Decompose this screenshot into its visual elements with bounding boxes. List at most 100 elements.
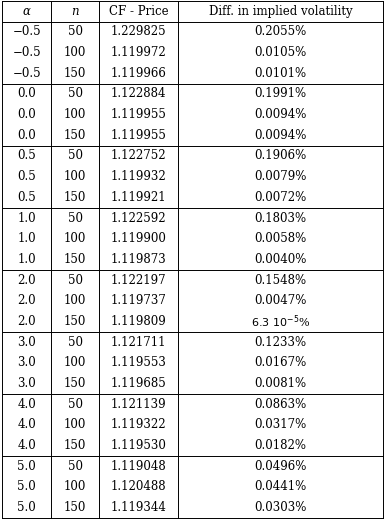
Text: 150: 150 [64,129,87,142]
Text: 50: 50 [68,212,83,225]
Text: 150: 150 [64,501,87,514]
Text: 0.0863%: 0.0863% [254,398,306,411]
Text: 3.0: 3.0 [17,377,36,390]
Text: 1.122592: 1.122592 [111,212,166,225]
Text: 1.119048: 1.119048 [111,460,166,473]
Text: 0.0105%: 0.0105% [254,46,306,59]
Text: 1.119685: 1.119685 [111,377,166,390]
Text: 1.122197: 1.122197 [111,274,166,286]
Text: 100: 100 [64,357,87,370]
Text: 50: 50 [68,398,83,411]
Text: 1.119344: 1.119344 [110,501,167,514]
Text: 150: 150 [64,439,87,452]
Text: 0.1803%: 0.1803% [254,212,306,225]
Text: −0.5: −0.5 [12,25,41,38]
Text: CF - Price: CF - Price [109,5,168,18]
Text: 1.119873: 1.119873 [111,253,166,266]
Text: 100: 100 [64,232,87,245]
Text: 1.119932: 1.119932 [111,170,166,183]
Text: 150: 150 [64,191,87,204]
Text: 0.0040%: 0.0040% [254,253,307,266]
Text: 5.0: 5.0 [17,460,36,473]
Text: 1.121711: 1.121711 [111,336,166,349]
Text: 0.0167%: 0.0167% [254,357,306,370]
Text: 0.0182%: 0.0182% [254,439,306,452]
Text: 0.1548%: 0.1548% [254,274,306,286]
Text: 0.0317%: 0.0317% [254,418,306,431]
Text: 0.1906%: 0.1906% [254,149,306,162]
Text: 1.120488: 1.120488 [111,481,166,494]
Text: α: α [23,5,30,18]
Text: 0.5: 0.5 [17,191,36,204]
Text: 50: 50 [68,460,83,473]
Text: $6.3\ 10^{-5}$%: $6.3\ 10^{-5}$% [251,313,310,330]
Text: 150: 150 [64,67,87,80]
Text: 100: 100 [64,294,87,307]
Text: 1.119972: 1.119972 [111,46,166,59]
Text: 5.0: 5.0 [17,481,36,494]
Text: 100: 100 [64,170,87,183]
Text: 0.0: 0.0 [17,108,36,121]
Text: 150: 150 [64,377,87,390]
Text: 0.0496%: 0.0496% [254,460,307,473]
Text: 0.0: 0.0 [17,129,36,142]
Text: 0.0081%: 0.0081% [254,377,306,390]
Text: 1.0: 1.0 [17,232,36,245]
Text: 0.0303%: 0.0303% [254,501,307,514]
Text: 2.0: 2.0 [17,294,36,307]
Text: 100: 100 [64,108,87,121]
Text: 0.0058%: 0.0058% [254,232,306,245]
Text: 1.119900: 1.119900 [110,232,167,245]
Text: −0.5: −0.5 [12,67,41,80]
Text: 1.122884: 1.122884 [111,87,166,101]
Text: 0.0441%: 0.0441% [254,481,306,494]
Text: 1.122752: 1.122752 [111,149,166,162]
Text: 50: 50 [68,25,83,38]
Text: −0.5: −0.5 [12,46,41,59]
Text: 150: 150 [64,253,87,266]
Text: 0.0072%: 0.0072% [254,191,306,204]
Text: 2.0: 2.0 [17,315,36,328]
Text: 2.0: 2.0 [17,274,36,286]
Text: 0.1991%: 0.1991% [254,87,306,101]
Text: 0.5: 0.5 [17,149,36,162]
Text: 4.0: 4.0 [17,398,36,411]
Text: 100: 100 [64,418,87,431]
Text: 1.229825: 1.229825 [111,25,166,38]
Text: 1.119322: 1.119322 [111,418,166,431]
Text: Diff. in implied volatility: Diff. in implied volatility [209,5,352,18]
Text: 50: 50 [68,274,83,286]
Text: 1.119966: 1.119966 [110,67,167,80]
Text: 1.119955: 1.119955 [110,108,167,121]
Text: 0.2055%: 0.2055% [254,25,306,38]
Text: 50: 50 [68,149,83,162]
Text: 1.119553: 1.119553 [110,357,167,370]
Text: 100: 100 [64,481,87,494]
Text: 150: 150 [64,315,87,328]
Text: n: n [72,5,79,18]
Text: 50: 50 [68,87,83,101]
Text: 1.119809: 1.119809 [111,315,166,328]
Text: 100: 100 [64,46,87,59]
Text: 0.5: 0.5 [17,170,36,183]
Text: 0.0094%: 0.0094% [254,108,307,121]
Text: 1.121139: 1.121139 [111,398,166,411]
Text: 4.0: 4.0 [17,439,36,452]
Text: 1.119921: 1.119921 [111,191,166,204]
Text: 1.119955: 1.119955 [110,129,167,142]
Text: 1.0: 1.0 [17,253,36,266]
Text: 0.0101%: 0.0101% [254,67,306,80]
Text: 50: 50 [68,336,83,349]
Text: 4.0: 4.0 [17,418,36,431]
Text: 3.0: 3.0 [17,336,36,349]
Text: 0.0094%: 0.0094% [254,129,307,142]
Text: 1.119737: 1.119737 [110,294,167,307]
Text: 0.0: 0.0 [17,87,36,101]
Text: 0.0079%: 0.0079% [254,170,307,183]
Text: 1.119530: 1.119530 [110,439,167,452]
Text: 0.1233%: 0.1233% [254,336,306,349]
Text: 1.0: 1.0 [17,212,36,225]
Text: 3.0: 3.0 [17,357,36,370]
Text: 0.0047%: 0.0047% [254,294,307,307]
Text: 5.0: 5.0 [17,501,36,514]
